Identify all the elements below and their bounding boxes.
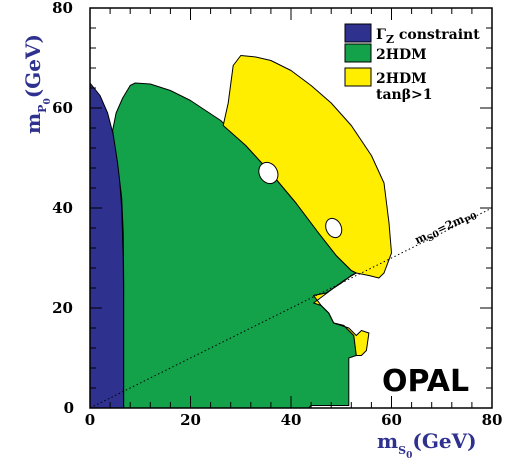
legend-swatch-3 (344, 67, 372, 87)
x-tick-label: 60 (381, 411, 402, 429)
threshold-line (90, 207, 492, 408)
legend-swatch-1 (344, 23, 372, 43)
hole-1 (258, 161, 279, 185)
y-tick-label: 80 (52, 0, 73, 17)
ticks (89, 7, 493, 409)
y-tick-label: 0 (64, 399, 74, 417)
y-tick-label: 40 (52, 199, 73, 217)
x-tick-label: 0 (85, 411, 95, 429)
x-tick-label: 40 (281, 411, 302, 429)
legend-label-2: 2HDM (376, 47, 427, 63)
legend-swatch-2 (344, 43, 372, 63)
x-axis-title: mS0(GeV) (377, 429, 477, 461)
legend-label-1: ΓZ constraint (376, 27, 480, 46)
legend-label-3-line2: tanβ>1 (376, 87, 433, 103)
y-tick-label: 20 (52, 299, 73, 317)
y-axis-title: mP0(GeV) (21, 34, 53, 134)
plot-area (90, 55, 492, 408)
opal-annotation: OPAL (382, 364, 469, 399)
threshold-line-label: mS0=2mP0 (413, 207, 480, 249)
legend-label-3: 2HDM (376, 71, 427, 87)
x-tick-label: 80 (482, 411, 503, 429)
two-hdm-tanbeta-region (222, 55, 392, 356)
x-tick-label: 20 (180, 411, 201, 429)
hole-2 (325, 217, 343, 239)
y-tick-label: 60 (52, 99, 73, 117)
